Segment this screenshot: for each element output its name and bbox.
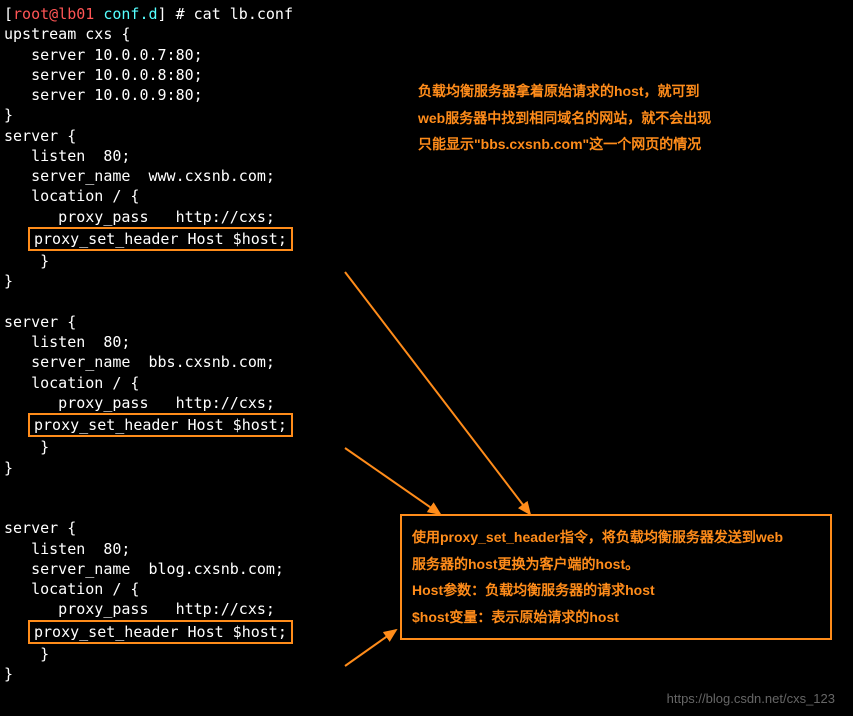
- cfg-srv-close-2: }: [4, 458, 849, 478]
- cfg-srv-close-3: }: [4, 664, 849, 684]
- cfg-proxy-pass-2: proxy_pass http://cxs;: [4, 393, 849, 413]
- annot-box-l3: Host参数：负载均衡服务器的请求host: [412, 577, 820, 604]
- cfg-loc-open-1: location / {: [4, 186, 849, 206]
- cfg-sname-1: server_name www.cxsnb.com;: [4, 166, 849, 186]
- prompt-path: conf.d: [103, 5, 157, 23]
- cfg-sname-2: server_name bbs.cxsnb.com;: [4, 352, 849, 372]
- prompt-user: root: [13, 5, 49, 23]
- cfg-loc-close-2: }: [4, 437, 849, 457]
- cfg-server-open-2: server {: [4, 312, 849, 332]
- annotation-top: 负载均衡服务器拿着原始请求的host，就可到 web服务器中找到相同域名的网站，…: [418, 78, 824, 158]
- watermark: https://blog.csdn.net/cxs_123: [667, 690, 835, 708]
- annot-top-l3: 只能显示"bbs.cxsnb.com"这一个网页的情况: [418, 131, 824, 158]
- command: cat lb.conf: [194, 5, 293, 23]
- cfg-loc-open-2: location / {: [4, 373, 849, 393]
- annot-box-l4: $host变量：表示原始请求的host: [412, 604, 820, 631]
- cfg-pool-0: server 10.0.0.7:80;: [4, 45, 849, 65]
- annot-top-l1: 负载均衡服务器拿着原始请求的host，就可到: [418, 78, 824, 105]
- cfg-upstream: upstream cxs {: [4, 24, 849, 44]
- highlight-proxy-set-header-1: proxy_set_header Host $host;: [28, 227, 293, 251]
- cfg-srv-close-1: }: [4, 271, 849, 291]
- highlight-proxy-set-header-3: proxy_set_header Host $host;: [28, 620, 293, 644]
- annot-top-l2: web服务器中找到相同域名的网站，就不会出现: [418, 105, 824, 132]
- annot-box-l2: 服务器的host更换为客户端的host。: [412, 551, 820, 578]
- annotation-box: 使用proxy_set_header指令，将负载均衡服务器发送到web 服务器的…: [400, 514, 832, 640]
- highlight-proxy-set-header-2: proxy_set_header Host $host;: [28, 413, 293, 437]
- prompt-host: lb01: [58, 5, 94, 23]
- cfg-loc-close-3: }: [4, 644, 849, 664]
- shell-prompt-line: [root@lb01 conf.d] # cat lb.conf: [4, 4, 849, 24]
- cfg-loc-close-1: }: [4, 251, 849, 271]
- annot-box-l1: 使用proxy_set_header指令，将负载均衡服务器发送到web: [412, 524, 820, 551]
- cfg-proxy-pass-1: proxy_pass http://cxs;: [4, 207, 849, 227]
- cfg-listen-2: listen 80;: [4, 332, 849, 352]
